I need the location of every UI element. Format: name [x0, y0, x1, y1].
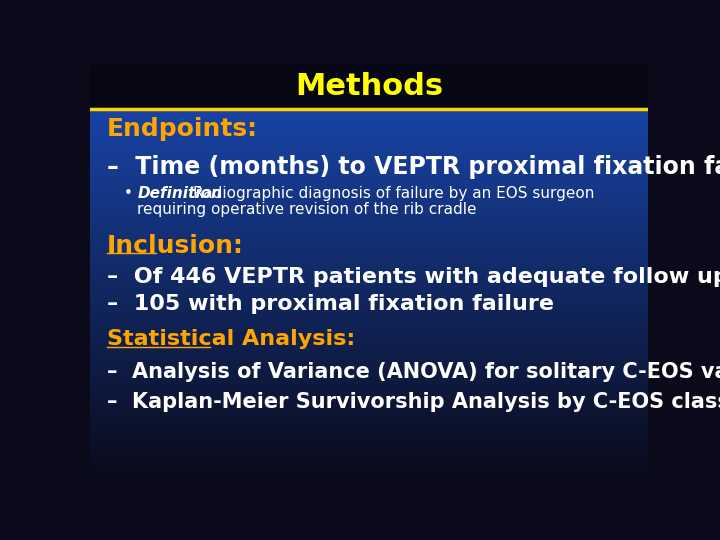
Text: Definition: Definition [138, 186, 222, 201]
Text: –  105 with proximal fixation failure: – 105 with proximal fixation failure [107, 294, 554, 314]
FancyBboxPatch shape [90, 65, 648, 109]
Text: requiring operative revision of the rib cradle: requiring operative revision of the rib … [138, 202, 477, 217]
Text: Statistical Analysis:: Statistical Analysis: [107, 329, 355, 349]
Text: Endpoints:: Endpoints: [107, 117, 258, 141]
Text: –  Analysis of Variance (ANOVA) for solitary C-EOS variables: – Analysis of Variance (ANOVA) for solit… [107, 362, 720, 382]
Text: Methods: Methods [295, 72, 443, 102]
Text: •: • [124, 186, 132, 201]
Text: : Radiographic diagnosis of failure by an EOS surgeon: : Radiographic diagnosis of failure by a… [183, 186, 595, 201]
Text: –  Kaplan-Meier Survivorship Analysis by C-EOS classes w n>3: – Kaplan-Meier Survivorship Analysis by … [107, 392, 720, 411]
Text: Inclusion:: Inclusion: [107, 234, 243, 258]
Text: –  Of 446 VEPTR patients with adequate follow up,: – Of 446 VEPTR patients with adequate fo… [107, 267, 720, 287]
Text: –  Time (months) to VEPTR proximal fixation failure: – Time (months) to VEPTR proximal fixati… [107, 154, 720, 179]
